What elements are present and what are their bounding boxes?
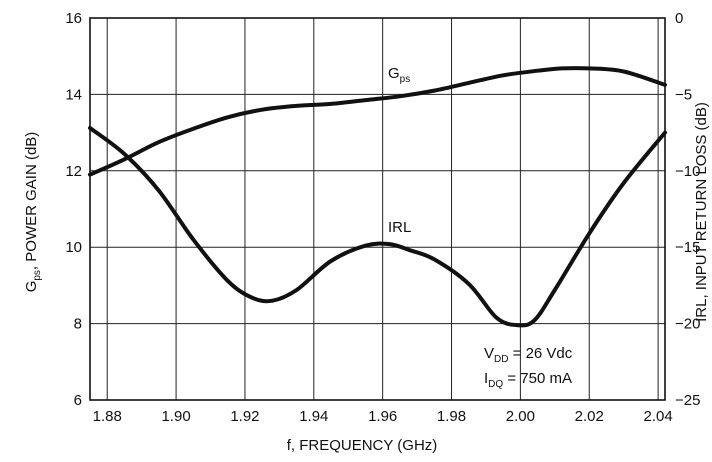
y-right-tick-label: −10 [675,163,700,180]
x-tick-label: 1.92 [230,408,259,425]
y-right-tick-label: −20 [675,316,700,333]
x-tick-label: 1.96 [368,408,397,425]
y-right-tick-label: −25 [675,392,700,409]
series-label-irl: IRL [388,219,411,236]
y-right-tick-label: −15 [675,239,700,256]
y-right-axis-title: IRL, INPUT RETURN LOSS (dB) [693,102,710,322]
plot-frame [89,17,666,401]
y-right-tick-labels: 0 −5 −10 −15 −20 −25 [675,10,700,409]
y-left-tick-label: 8 [74,316,82,333]
series-label-gps: Gps [388,65,410,85]
series-line-gps [88,66,667,177]
y-left-tick-label: 16 [65,10,82,27]
y-right-tick-label: 0 [675,10,683,27]
x-tick-label: 2.02 [575,408,604,425]
y-left-axis-title: Gps, POWER GAIN (dB) [23,132,43,293]
y-right-tick-label: −5 [675,86,692,103]
y-left-tick-label: 10 [65,239,82,256]
x-tick-label: 1.88 [93,408,122,425]
x-tick-label: 2.00 [506,408,535,425]
y-left-tick-label: 6 [74,392,82,409]
annotation-vdd: VDD = 26 Vdc [484,345,573,365]
x-tick-label: 2.04 [644,408,673,425]
x-tick-label: 1.90 [161,408,190,425]
y-left-tick-labels: 6 8 10 12 14 16 [65,10,82,409]
x-tick-label: 1.94 [299,408,328,425]
y-left-tick-label: 14 [65,86,82,103]
series-layer [88,66,667,328]
annotation-idq: IDQ = 750 mA [484,370,572,390]
y-left-tick-label: 12 [65,163,82,180]
x-tick-labels: 1.88 1.90 1.92 1.94 1.96 1.98 2.00 2.02 2.04 [93,408,673,425]
x-axis-title: f, FREQUENCY (GHz) [287,437,438,454]
x-tick-label: 1.98 [437,408,466,425]
series-line-irl [88,126,667,328]
